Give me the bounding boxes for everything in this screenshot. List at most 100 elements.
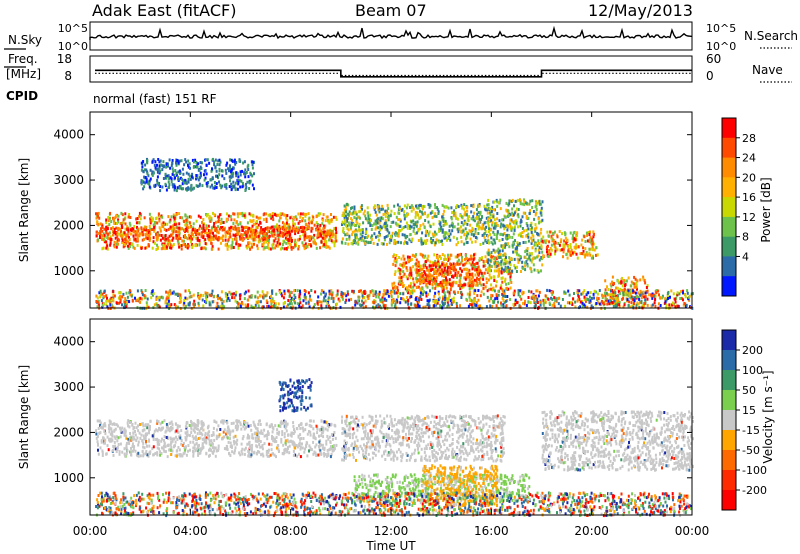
range-gate-cell bbox=[256, 244, 259, 248]
range-gate-cell bbox=[581, 252, 584, 255]
range-gate-cell bbox=[524, 250, 527, 254]
range-gate-cell bbox=[303, 247, 306, 251]
range-gate-cell bbox=[259, 294, 262, 298]
range-gate-cell bbox=[244, 290, 247, 294]
range-gate-cell bbox=[103, 227, 106, 231]
range-gate-cell bbox=[193, 299, 196, 303]
range-gate-cell bbox=[375, 290, 377, 294]
range-gate-cell bbox=[203, 246, 206, 250]
range-gate-cell bbox=[415, 264, 418, 268]
range-gate-cell bbox=[423, 239, 426, 243]
range-gate-cell bbox=[274, 302, 277, 306]
range-gate-cell bbox=[393, 259, 396, 263]
range-gate-cell bbox=[190, 232, 193, 236]
range-gate-cell bbox=[358, 290, 361, 293]
range-gate-cell bbox=[622, 293, 625, 297]
range-gate-cell bbox=[379, 224, 382, 228]
range-gate-cell bbox=[608, 293, 611, 297]
range-gate-cell bbox=[445, 278, 448, 282]
range-gate-cell bbox=[429, 277, 432, 281]
range-gate-cell bbox=[496, 230, 499, 234]
range-gate-cell bbox=[328, 229, 331, 233]
range-gate-cell bbox=[467, 304, 470, 308]
range-gate-cell bbox=[530, 296, 533, 300]
range-gate-cell bbox=[538, 246, 541, 250]
range-gate-cell bbox=[421, 205, 424, 208]
range-gate-cell bbox=[155, 235, 158, 239]
range-gate-cell bbox=[490, 240, 493, 244]
range-gate-cell bbox=[470, 284, 473, 288]
range-gate-cell bbox=[530, 236, 533, 240]
range-gate-cell bbox=[501, 258, 504, 262]
range-gate-cell bbox=[172, 236, 175, 240]
range-gate-cell bbox=[569, 243, 572, 246]
range-gate-cell bbox=[123, 231, 126, 235]
range-gate-cell bbox=[448, 229, 451, 233]
range-gate-cell bbox=[310, 235, 313, 239]
range-gate-cell bbox=[230, 170, 232, 174]
range-gate-cell bbox=[231, 174, 234, 178]
range-gate-cell bbox=[392, 220, 395, 224]
range-gate-cell bbox=[233, 212, 236, 216]
range-gate-cell bbox=[532, 210, 535, 213]
range-gate-cell bbox=[433, 294, 436, 298]
range-gate-cell bbox=[288, 236, 291, 240]
range-gate-cell bbox=[449, 232, 452, 236]
range-gate-cell bbox=[423, 270, 426, 274]
range-gate-cell bbox=[433, 278, 436, 282]
range-gate-cell bbox=[425, 241, 428, 245]
range-gate-cell bbox=[270, 231, 273, 234]
range-gate-cell bbox=[194, 229, 197, 233]
range-gate-cell bbox=[596, 296, 599, 300]
range-gate-cell bbox=[140, 297, 143, 301]
range-gate-cell bbox=[358, 295, 361, 299]
range-gate-cell bbox=[379, 298, 382, 302]
range-gate-cell bbox=[165, 290, 168, 294]
range-gate-cell bbox=[142, 169, 145, 173]
range-gate-cell bbox=[330, 229, 333, 233]
range-gate-cell bbox=[171, 172, 174, 176]
range-gate-cell bbox=[468, 257, 471, 261]
range-gate-cell bbox=[327, 220, 330, 224]
range-gate-cell bbox=[172, 170, 175, 174]
range-gate-cell bbox=[156, 168, 159, 171]
range-gate-cell bbox=[274, 246, 277, 250]
range-gate-cell bbox=[369, 213, 372, 217]
range-gate-cell bbox=[335, 302, 338, 306]
range-gate-cell bbox=[583, 295, 586, 299]
range-gate-cell bbox=[479, 212, 482, 216]
range-gate-cell bbox=[224, 168, 227, 172]
range-gate-cell bbox=[204, 176, 207, 180]
range-gate-cell bbox=[222, 299, 225, 303]
range-gate-cell bbox=[123, 233, 126, 237]
range-gate-cell bbox=[432, 277, 435, 281]
range-gate-cell bbox=[453, 268, 455, 272]
range-gate-cell bbox=[496, 255, 499, 259]
range-gate-cell bbox=[504, 215, 507, 219]
range-gate-cell bbox=[596, 253, 599, 257]
range-gate-cell bbox=[529, 301, 532, 305]
range-gate-cell bbox=[641, 304, 644, 308]
range-gate-cell bbox=[320, 304, 323, 308]
range-gate-cell bbox=[167, 238, 170, 242]
range-gate-cell bbox=[154, 224, 156, 228]
range-gate-cell bbox=[523, 203, 526, 207]
range-gate-cell bbox=[231, 243, 234, 247]
range-gate-cell bbox=[102, 237, 105, 241]
range-gate-cell bbox=[234, 162, 237, 166]
range-gate-cell bbox=[233, 184, 236, 188]
range-gate-cell bbox=[488, 263, 491, 267]
range-gate-cell bbox=[207, 224, 210, 228]
range-gate-cell bbox=[281, 294, 283, 298]
range-gate-cell bbox=[317, 228, 320, 232]
range-gate-cell bbox=[220, 217, 223, 221]
range-gate-cell bbox=[433, 214, 436, 218]
range-gate-cell bbox=[558, 243, 561, 247]
range-gate-cell bbox=[367, 221, 370, 225]
range-gate-cell bbox=[350, 206, 352, 210]
range-gate-cell bbox=[272, 242, 275, 246]
range-gate-cell bbox=[568, 293, 571, 297]
range-gate-cell bbox=[532, 234, 535, 238]
range-gate-cell bbox=[425, 282, 428, 286]
range-gate-cell bbox=[361, 231, 364, 234]
